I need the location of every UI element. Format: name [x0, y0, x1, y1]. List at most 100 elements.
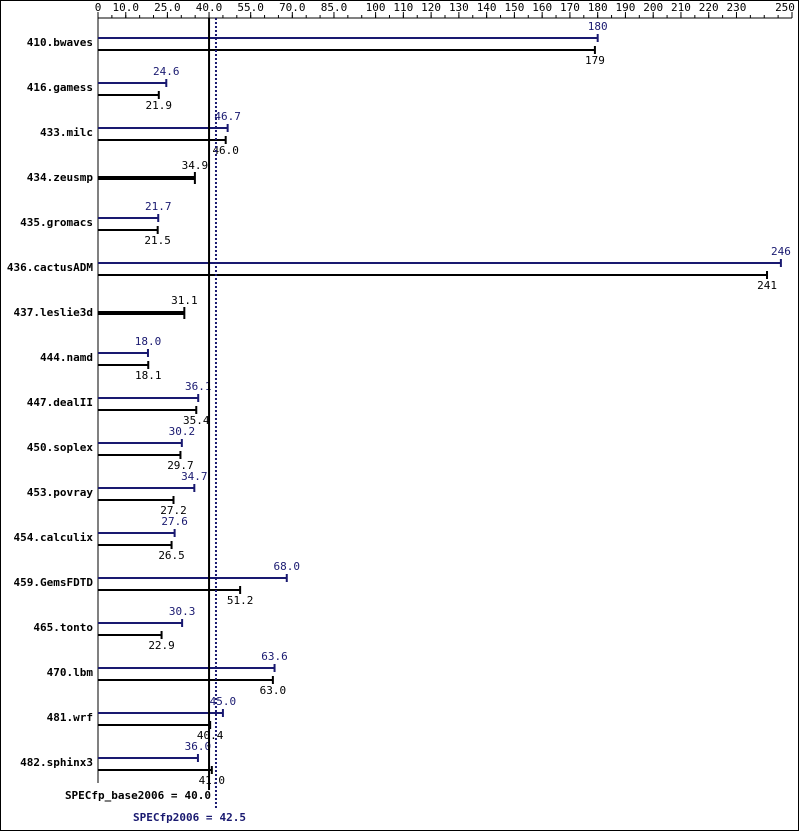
category-label: 465.tonto: [33, 621, 93, 634]
x-tick-label: 25.0: [154, 1, 181, 14]
bar: [98, 544, 172, 546]
value-label: 29.7: [167, 459, 194, 472]
category-label: 435.gromacs: [20, 216, 93, 229]
bar: [98, 397, 199, 399]
bar: [98, 487, 195, 489]
bar: [98, 769, 212, 771]
value-label: 34.9: [182, 159, 209, 172]
bar: [98, 454, 181, 456]
bar: [98, 37, 598, 39]
value-label: 18.0: [135, 335, 162, 348]
category-label: 470.lbm: [47, 666, 94, 679]
reference-text: SPECfp_base2006 =: [65, 789, 178, 802]
bar: [98, 364, 149, 366]
value-label: 63.0: [260, 684, 287, 697]
reference-value: 42.5: [219, 811, 246, 824]
value-label: 24.6: [153, 65, 180, 78]
category-label: 459.GemsFDTD: [14, 576, 94, 589]
x-tick-label: 220: [699, 1, 719, 14]
bar: [98, 577, 287, 579]
bar: [98, 262, 781, 264]
value-label: 18.1: [135, 369, 162, 382]
x-tick-label: 230: [727, 1, 747, 14]
bar: [98, 229, 158, 231]
bar: [98, 217, 159, 219]
value-label: 68.0: [274, 560, 301, 573]
category-label: 433.milc: [40, 126, 93, 139]
x-tick-label: 200: [643, 1, 663, 14]
category-label: 410.bwaves: [27, 36, 93, 49]
value-label: 21.5: [144, 234, 171, 247]
category-label: 436.cactusADM: [7, 261, 93, 274]
x-tick-label: 130: [449, 1, 469, 14]
x-tick-label: 250: [775, 1, 795, 14]
x-tick-label: 150: [504, 1, 524, 14]
bar: [98, 127, 228, 129]
category-label: 481.wrf: [47, 711, 93, 724]
value-label: 36.1: [185, 380, 212, 393]
x-tick-label: 210: [671, 1, 691, 14]
value-label: 45.0: [210, 695, 237, 708]
bar: [98, 679, 273, 681]
value-label: 26.5: [158, 549, 185, 562]
category-label: 416.gamess: [27, 81, 93, 94]
bar: [98, 409, 197, 411]
x-tick-label: 180: [588, 1, 608, 14]
value-label: 27.6: [161, 515, 188, 528]
x-tick-label: 0: [95, 1, 102, 14]
bar: [98, 176, 195, 180]
value-label: 180: [588, 20, 608, 33]
value-label: 241: [757, 279, 777, 292]
x-tick-label: 10.0: [113, 1, 140, 14]
value-label: 40.4: [197, 729, 224, 742]
bar: [98, 589, 241, 591]
value-label: 31.1: [171, 294, 198, 307]
bar: [98, 82, 167, 84]
bar: [98, 712, 223, 714]
category-label: 437.leslie3d: [14, 306, 93, 319]
value-label: 36.0: [185, 740, 212, 753]
category-label: 482.sphinx3: [20, 756, 93, 769]
category-label: 453.povray: [27, 486, 94, 499]
reference-value: 40.0: [185, 789, 212, 802]
value-label: 63.6: [261, 650, 288, 663]
bar: [98, 442, 182, 444]
bar: [98, 757, 198, 759]
x-tick-label: 160: [532, 1, 552, 14]
bar: [98, 622, 183, 624]
category-label: 434.zeusmp: [27, 171, 94, 184]
value-label: 30.2: [169, 425, 196, 438]
bar: [98, 724, 211, 726]
value-label: 21.9: [146, 99, 173, 112]
bar: [98, 274, 768, 276]
value-label: 246: [771, 245, 791, 258]
value-label: 41.0: [199, 774, 226, 787]
value-label: 46.0: [212, 144, 239, 157]
x-tick-label: 190: [616, 1, 636, 14]
bar: [98, 499, 174, 501]
value-label: 35.4: [183, 414, 210, 427]
x-tick-label: 140: [477, 1, 497, 14]
bar: [98, 667, 275, 669]
x-tick-label: 55.0: [237, 1, 264, 14]
category-label: 444.namd: [40, 351, 93, 364]
bar: [98, 139, 226, 141]
x-tick-label: 100: [366, 1, 386, 14]
value-label: 21.7: [145, 200, 172, 213]
value-label: 27.2: [160, 504, 187, 517]
reference-text: SPECfp2006 =: [133, 811, 213, 824]
x-tick-label: 170: [560, 1, 580, 14]
value-label: 34.7: [181, 470, 208, 483]
bar: [98, 634, 162, 636]
value-label: 22.9: [148, 639, 175, 652]
value-label: 46.7: [214, 110, 241, 123]
bar: [98, 532, 175, 534]
value-label: 30.3: [169, 605, 196, 618]
bar: [98, 352, 148, 354]
category-label: 450.soplex: [27, 441, 94, 454]
bar: [98, 49, 595, 51]
x-tick-label: 110: [393, 1, 413, 14]
reference-label: SPECfp2006 = 42.5: [133, 811, 246, 824]
